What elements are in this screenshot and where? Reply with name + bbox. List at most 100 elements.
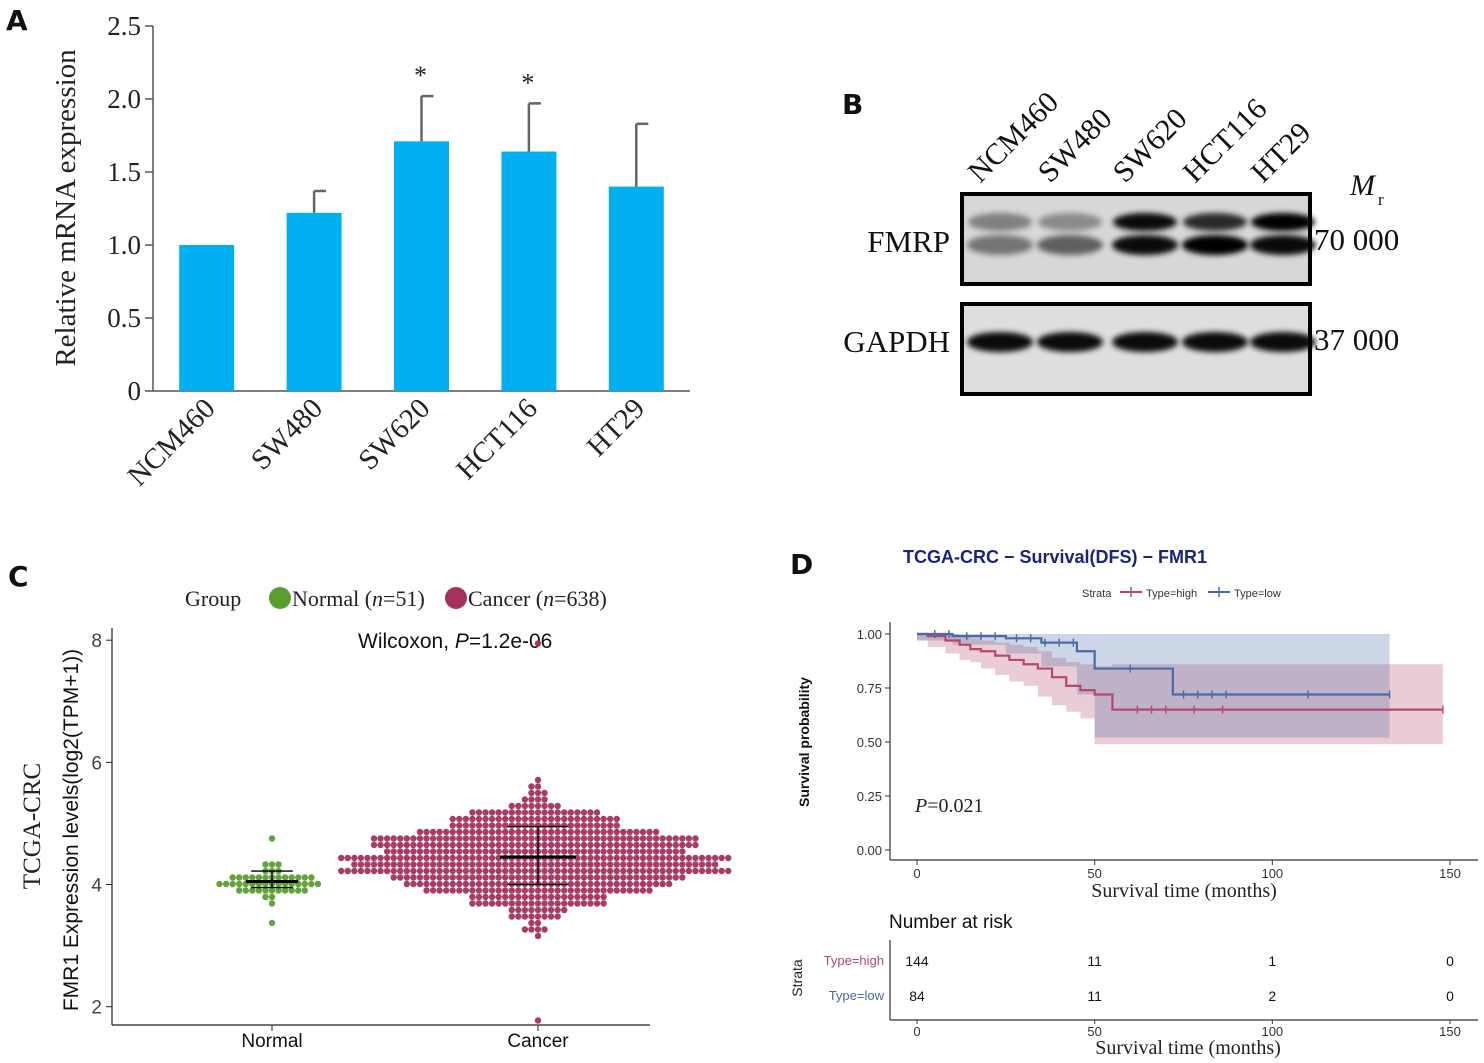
data-point — [646, 835, 653, 842]
data-point — [222, 880, 230, 888]
data-point — [633, 880, 640, 888]
legend-label: Type=high — [1146, 588, 1197, 600]
data-point — [534, 926, 542, 933]
data-point — [288, 887, 295, 894]
data-point — [429, 848, 437, 855]
data-point — [620, 828, 627, 836]
data-point — [442, 841, 450, 849]
data-point — [639, 861, 647, 868]
data-point — [528, 893, 535, 901]
data-point — [725, 867, 732, 875]
data-point — [436, 854, 443, 862]
risk-table-y-label: Strata — [789, 959, 805, 997]
data-point — [659, 874, 666, 881]
data-point — [442, 887, 450, 894]
risk-table-title: Number at risk — [889, 912, 1013, 933]
data-point — [229, 874, 236, 881]
data-point — [377, 835, 384, 842]
data-point — [679, 841, 686, 849]
data-point — [547, 809, 555, 816]
significance-marker: * — [414, 61, 427, 90]
data-point — [587, 867, 594, 875]
data-point — [495, 835, 502, 842]
data-point — [475, 854, 483, 862]
data-point — [242, 887, 249, 894]
risk-row-label: Type=low — [829, 988, 885, 1003]
data-point — [502, 867, 509, 875]
data-point — [390, 867, 397, 875]
data-point — [587, 861, 594, 868]
data-point — [593, 893, 601, 901]
survival-curve — [917, 632, 1443, 711]
data-point — [620, 848, 627, 855]
data-point — [436, 841, 443, 849]
data-point — [600, 822, 607, 829]
data-point — [580, 822, 588, 829]
data-point — [268, 835, 276, 842]
data-point — [508, 815, 515, 823]
data-point — [561, 893, 568, 901]
data-point — [515, 874, 522, 881]
data-point — [567, 867, 574, 875]
data-point — [488, 828, 496, 836]
data-point — [593, 854, 601, 862]
data-point — [593, 861, 601, 868]
molecular-weight-label: 70 000 — [1314, 222, 1399, 257]
data-point — [475, 887, 483, 894]
data-point — [482, 880, 489, 888]
data-point — [449, 828, 456, 836]
data-point — [508, 874, 515, 881]
data-point — [685, 867, 693, 875]
data-point — [574, 900, 581, 907]
data-point — [508, 802, 515, 810]
data-point — [600, 900, 607, 907]
data-point — [423, 874, 430, 881]
data-point — [475, 841, 483, 849]
data-point — [626, 835, 634, 842]
data-point — [397, 874, 404, 881]
data-point — [351, 867, 358, 875]
data-point — [547, 906, 555, 914]
data-point — [659, 854, 666, 862]
data-point — [482, 861, 489, 868]
data-point — [449, 822, 456, 829]
data-point — [541, 874, 548, 881]
data-point — [561, 841, 568, 849]
data-point — [416, 835, 424, 842]
data-point — [469, 815, 476, 823]
side-title: TCGA-CRC — [19, 763, 46, 889]
data-point — [469, 835, 476, 842]
data-point — [580, 893, 588, 901]
data-point — [521, 867, 529, 875]
data-point — [725, 854, 732, 862]
data-point — [410, 861, 417, 868]
data-point — [462, 874, 470, 881]
data-point — [587, 900, 594, 907]
data-point — [613, 887, 620, 894]
data-point — [462, 867, 470, 875]
data-point — [397, 854, 404, 862]
data-point — [606, 815, 614, 823]
data-point — [370, 835, 378, 842]
data-point — [554, 874, 561, 881]
data-point — [528, 841, 535, 849]
scatter-chart-panel-c: 2 4 6 8 TCGA-CRC FMR1 Expression levels(log2(… — [19, 586, 732, 1052]
data-point — [600, 867, 607, 875]
data-point — [383, 848, 391, 855]
data-point — [652, 828, 660, 836]
data-point — [429, 854, 437, 862]
data-point — [495, 874, 502, 881]
data-point — [534, 893, 542, 901]
data-point — [344, 854, 351, 862]
data-point — [561, 815, 568, 823]
data-point — [587, 848, 594, 855]
data-point — [666, 861, 673, 868]
data-point — [469, 900, 476, 907]
data-point — [275, 887, 282, 894]
data-point — [574, 874, 581, 881]
data-point — [436, 880, 443, 888]
data-point — [416, 861, 424, 868]
data-point — [495, 867, 502, 875]
legend-label: Type=low — [1234, 588, 1281, 600]
data-point — [534, 802, 542, 810]
